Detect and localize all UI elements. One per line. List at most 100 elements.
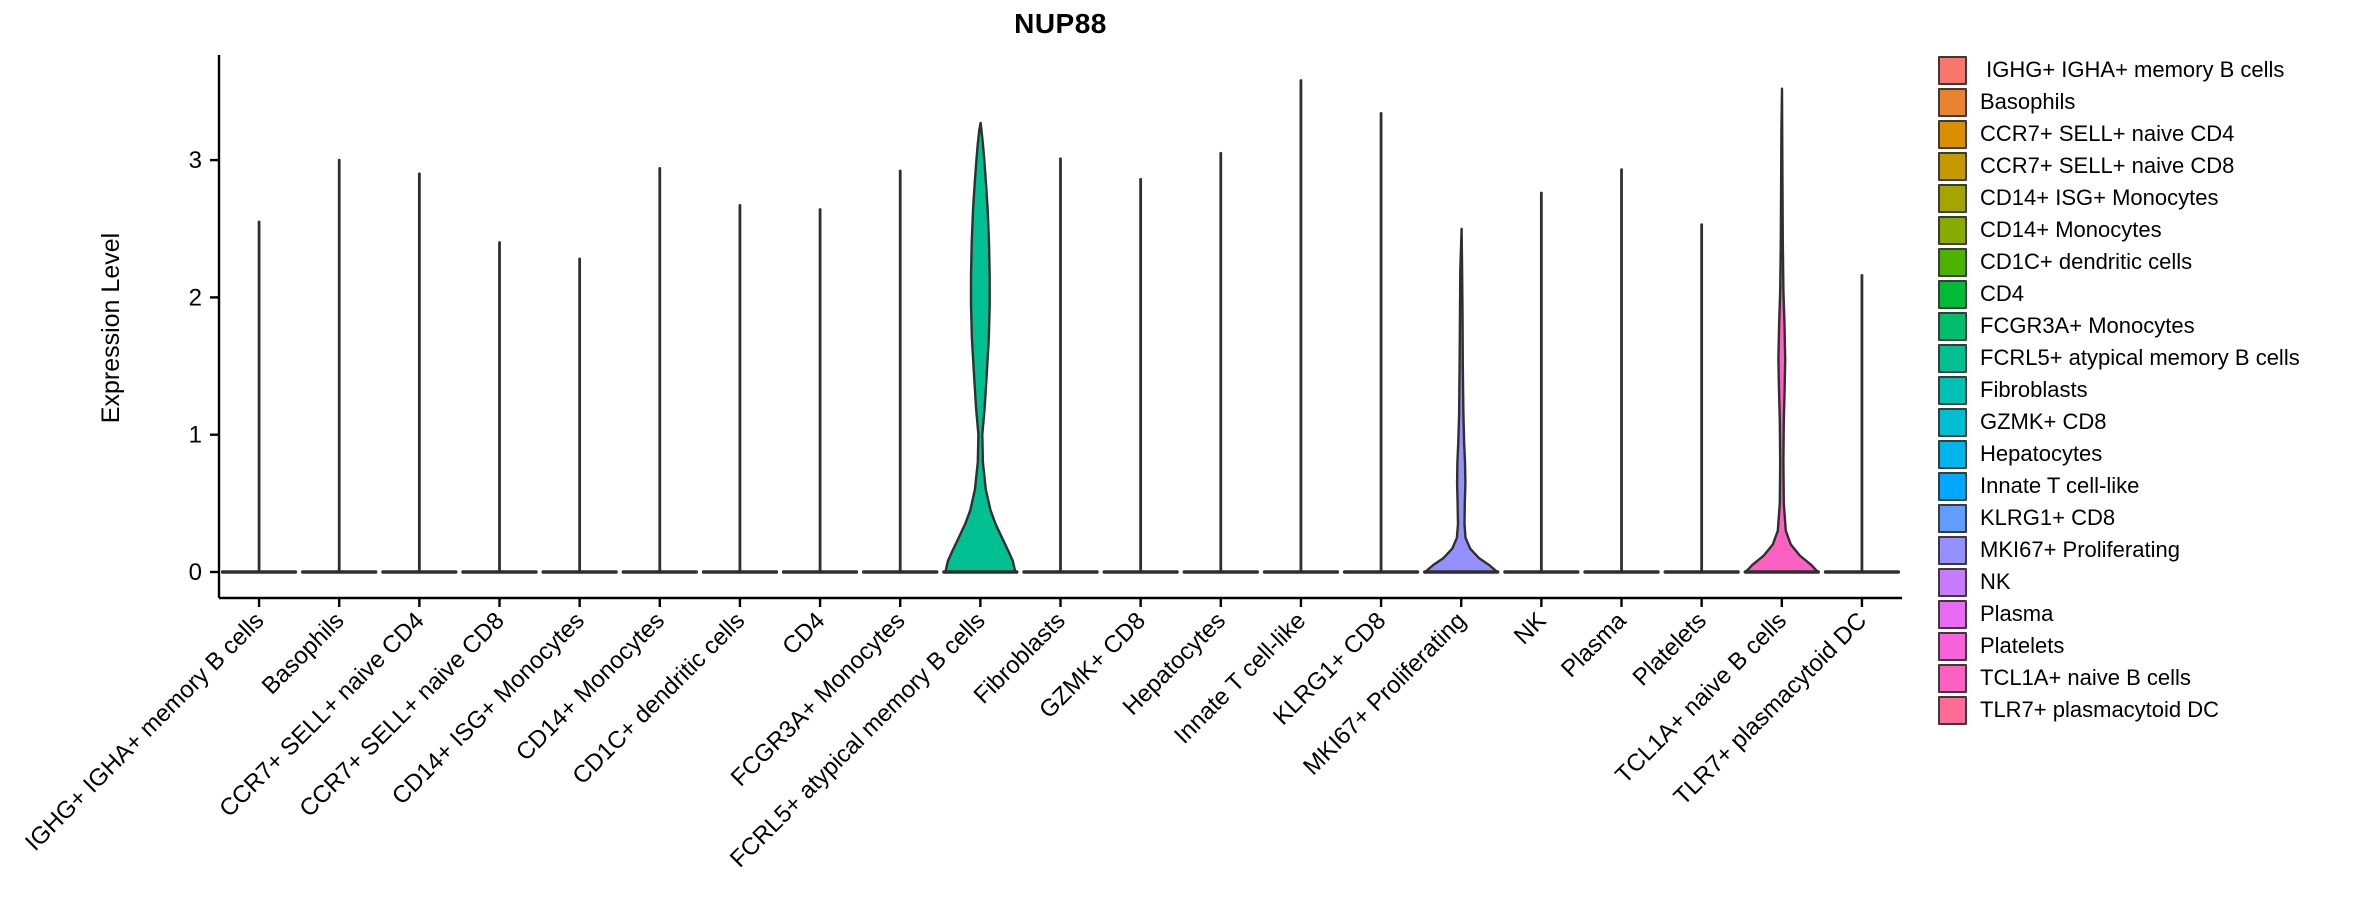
legend-item: Basophils	[1938, 86, 2300, 118]
legend: IGHG+ IGHA+ memory B cells Basophils CCR7+…	[1938, 54, 2300, 726]
violin-11	[1102, 177, 1179, 574]
legend-swatch	[1938, 663, 1967, 693]
legend-label: CD14+ Monocytes	[1980, 217, 2162, 242]
violin-6	[701, 204, 779, 574]
legend-label: FCGR3A+ Monocytes	[1980, 313, 2195, 338]
legend-label: MKI67+ Proliferating	[1980, 537, 2180, 562]
legend-swatch	[1938, 631, 1967, 661]
legend-label: GZMK+ CD8	[1980, 409, 2107, 434]
violin-8	[862, 169, 939, 574]
legend-swatch	[1938, 535, 1967, 565]
legend-swatch	[1938, 311, 1967, 341]
legend-swatch	[1938, 55, 1967, 85]
legend-swatch	[1938, 279, 1967, 309]
legend-item: MKI67+ Proliferating	[1938, 534, 2300, 566]
x-tick-label: Plasma	[1556, 607, 1632, 683]
legend-label: TLR7+ plasmacytoid DC	[1980, 697, 2220, 722]
legend-item: Innate T cell-like	[1938, 470, 2300, 502]
x-tick-label: CD14+ Monocytes	[511, 607, 670, 766]
violin-20	[1823, 274, 1901, 574]
legend-label: CCR7+ SELL+ naive CD8	[1980, 153, 2235, 178]
legend-item: IGHG+ IGHA+ memory B cells	[1938, 54, 2300, 86]
legend-item: CCR7+ SELL+ naive CD8	[1938, 150, 2300, 182]
legend-label: Basophils	[1980, 89, 2076, 114]
y-tick-label: 3	[189, 147, 202, 174]
violin-19	[1743, 87, 1821, 574]
violin-12	[1182, 151, 1260, 574]
legend-item: TLR7+ plasmacytoid DC	[1938, 694, 2300, 726]
legend-label: Platelets	[1980, 633, 2065, 658]
y-tick-label: 2	[189, 284, 202, 311]
legend-item: CD4	[1938, 278, 2300, 310]
legend-item: GZMK+ CD8	[1938, 406, 2300, 438]
violin-14	[1342, 112, 1420, 574]
x-tick-label: Platelets	[1628, 607, 1712, 691]
legend-swatch	[1938, 87, 1967, 117]
violin-16	[1503, 191, 1580, 574]
violin-15	[1422, 227, 1500, 574]
y-tick-label: 0	[189, 559, 202, 586]
legend-swatch	[1938, 503, 1967, 533]
legend-swatch	[1938, 695, 1967, 725]
violin-18	[1663, 223, 1740, 574]
legend-item: NK	[1938, 566, 2300, 598]
legend-label: NK	[1980, 569, 2011, 594]
legend-swatch	[1938, 375, 1967, 405]
x-tick-label: MKI67+ Proliferating	[1298, 607, 1471, 780]
legend-label: CD1C+ dendritic cells	[1980, 249, 2193, 274]
legend-item: CCR7+ SELL+ naive CD4	[1938, 118, 2300, 150]
legend-label: Plasma	[1980, 601, 2054, 626]
y-axis: 0 1 2 3	[189, 55, 221, 598]
legend-swatch	[1938, 119, 1967, 149]
legend-swatch	[1938, 599, 1967, 629]
violin-17	[1583, 168, 1660, 574]
violin-9	[942, 121, 1019, 574]
violin-4	[541, 257, 618, 574]
legend-label: TCL1A+ naive B cells	[1980, 665, 2191, 690]
legend-item: CD14+ Monocytes	[1938, 214, 2300, 246]
legend-label: Hepatocytes	[1980, 441, 2103, 466]
legend-label: KLRG1+ CD8	[1980, 505, 2116, 530]
legend-item: Plasma	[1938, 598, 2300, 630]
x-axis: IGHG+ IGHA+ memory B cellsBasophilsCCR7+…	[20, 596, 1902, 873]
legend-swatch	[1938, 151, 1967, 181]
legend-label: Fibroblasts	[1980, 377, 2088, 402]
legend-swatch	[1938, 247, 1967, 277]
y-tick-label: 1	[189, 422, 202, 449]
legend-item: FCRL5+ atypical memory B cells	[1938, 342, 2300, 374]
legend-swatch	[1938, 183, 1967, 213]
legend-swatch	[1938, 471, 1967, 501]
legend-item: TCL1A+ naive B cells	[1938, 662, 2300, 694]
legend-item: CD14+ ISG+ Monocytes	[1938, 182, 2300, 214]
legend-item: KLRG1+ CD8	[1938, 502, 2300, 534]
legend-label: CD4	[1980, 281, 2025, 306]
chart-title: NUP88	[1014, 8, 1107, 39]
violin-0	[220, 220, 298, 574]
legend-swatch	[1938, 567, 1967, 597]
x-tick-label: CD4	[777, 607, 830, 660]
violin-13	[1262, 79, 1340, 574]
legend-item: FCGR3A+ Monocytes	[1938, 310, 2300, 342]
violin-2	[381, 172, 458, 574]
legend-label: FCRL5+ atypical memory B cells	[1980, 345, 2300, 370]
violin-5	[621, 166, 698, 574]
legend-label: CD14+ ISG+ Monocytes	[1980, 185, 2219, 210]
violin-7	[781, 208, 859, 574]
violin-10	[1022, 157, 1099, 574]
legend-label: CCR7+ SELL+ naive CD4	[1980, 121, 2235, 146]
legend-label: Innate T cell-like	[1980, 473, 2140, 498]
violin-1	[301, 158, 378, 574]
legend-item: CD1C+ dendritic cells	[1938, 246, 2300, 278]
legend-swatch	[1938, 215, 1967, 245]
legend-swatch	[1938, 407, 1967, 437]
legend-item: Hepatocytes	[1938, 438, 2300, 470]
legend-item: Platelets	[1938, 630, 2300, 662]
legend-item: Fibroblasts	[1938, 374, 2300, 406]
legend-swatch	[1938, 343, 1967, 373]
legend-label: IGHG+ IGHA+ memory B cells	[1980, 57, 2285, 82]
violin-3	[461, 241, 538, 574]
x-tick-label: NK	[1509, 607, 1552, 650]
legend-swatch	[1938, 439, 1967, 469]
